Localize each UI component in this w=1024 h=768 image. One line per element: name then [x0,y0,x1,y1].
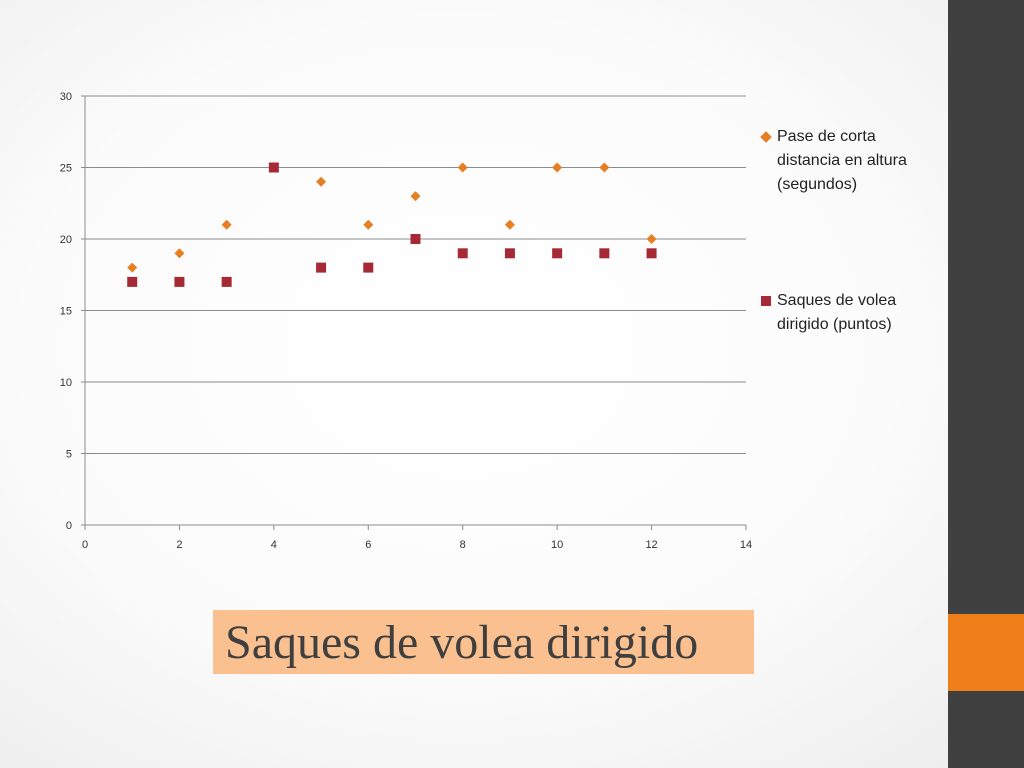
data-point-series-2-9 [504,248,515,259]
chart-legend: Pase de corta distancia en altura (segun… [760,125,940,337]
legend-label-series-1: Pase de corta distancia en altura (segun… [777,128,907,193]
data-point-series-1-10 [599,162,610,173]
x-tick-label-5: 10 [551,539,563,551]
data-point-series-1-9 [552,162,563,173]
slide-title: Saques de volea dirigido [225,616,699,669]
x-tick-label-1: 2 [176,539,182,551]
data-point-series-1-2 [174,248,185,259]
legend-label-series-2: Saques de volea dirigido (puntos) [777,292,897,333]
legend-item-series-1: Pase de corta distancia en altura (segun… [760,125,940,197]
x-tick-label-2: 4 [271,539,277,551]
data-point-series-1-5 [363,219,374,230]
data-point-series-2-3 [221,276,232,287]
y-tick-label-2: 10 [60,377,72,389]
data-point-series-1-8 [504,219,515,230]
y-tick-label-3: 15 [60,306,72,318]
legend-item-series-2: Saques de volea dirigido (puntos) [760,289,940,337]
data-point-series-2-11 [599,248,610,259]
data-point-series-2-12 [646,248,657,259]
data-point-series-1-6 [410,191,421,202]
data-point-series-1-4 [316,176,327,187]
x-tick-label-7: 14 [740,539,752,551]
x-tick-label-6: 12 [645,539,657,551]
y-tick-label-4: 20 [60,234,72,246]
side-accent-block [948,614,1024,691]
y-tick-label-6: 30 [60,91,72,103]
data-point-series-1-3 [221,219,232,230]
data-point-series-2-10 [552,248,563,259]
data-point-series-2-8 [457,248,468,259]
x-tick-label-0: 0 [82,539,88,551]
x-tick-label-3: 6 [365,539,371,551]
data-point-series-1-11 [646,234,657,244]
square-marker-icon [761,296,771,306]
data-point-series-2-5 [316,262,327,273]
data-point-series-2-1 [127,276,138,287]
y-tick-label-0: 0 [66,520,72,532]
data-point-series-1-7 [457,162,468,173]
data-point-series-2-4 [268,162,279,173]
diamond-marker-icon [760,131,772,143]
scatter-chart: 0 5 10 15 20 25 30 0 2 4 6 8 10 12 14 [60,91,752,551]
y-tick-label-1: 5 [66,449,72,461]
data-point-series-2-2 [174,276,185,287]
slide-title-box: Saques de volea dirigido [213,610,754,674]
data-point-series-1-1 [127,262,138,273]
data-point-series-2-6 [363,262,374,273]
x-tick-label-4: 8 [460,539,466,551]
data-point-series-2-7 [410,234,421,244]
y-tick-label-5: 25 [60,163,72,175]
